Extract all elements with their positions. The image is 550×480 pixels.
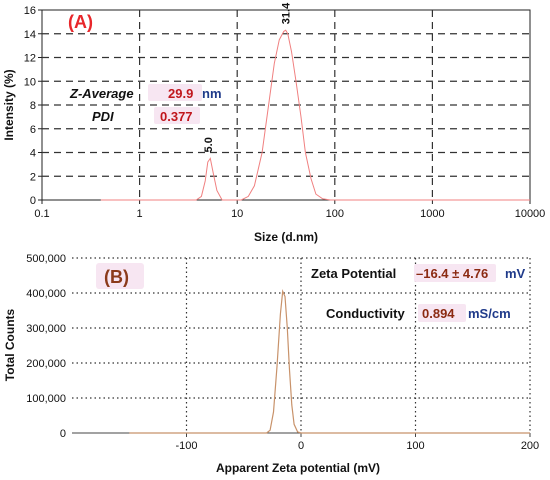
panel-a-grid <box>42 10 530 200</box>
panel-b-label-highlight <box>96 263 144 289</box>
panel-b-y-tick-label: 500,000 <box>26 253 66 265</box>
panel-b-zeta-chart: -100 0 100 200 0 100,000 200,000 300,000 400,000… <box>3 253 539 475</box>
panel-b-y-tick-label: 200,000 <box>26 358 66 370</box>
panel-a-ticks: 0.1 1 10 100 1000 10000 0 2 4 6 8 10 12 14 16 <box>24 5 546 220</box>
panel-a-x-tick-label: 100 <box>326 208 344 220</box>
panel-b-label: (B) <box>104 267 129 287</box>
panel-b-x-tick-label: 100 <box>406 440 424 452</box>
panel-b-y-tick-label: 0 <box>60 428 66 440</box>
z-average-unit: nm <box>202 86 222 101</box>
panel-a-x-tick-label: 10 <box>231 208 243 220</box>
panel-b-y-tick-label: 100,000 <box>26 393 66 405</box>
panel-b-x-tick-label: 0 <box>298 440 304 452</box>
panel-a-series-line <box>100 29 530 201</box>
panel-a-y-tick-label: 6 <box>30 124 36 136</box>
panel-b-series-line <box>129 288 530 434</box>
zeta-potential-label: Zeta Potential <box>311 266 396 281</box>
z-average-highlight <box>148 84 202 101</box>
panel-a-y-tick-label: 16 <box>24 5 36 17</box>
panel-b-x-tick-label: -100 <box>175 440 197 452</box>
zeta-potential-value: –16.4 ± 4.76 <box>416 266 488 281</box>
pdi-highlight <box>154 107 200 124</box>
panel-a-y-tick-label: 8 <box>30 100 36 112</box>
panel-a-y-tick-label: 14 <box>24 29 36 41</box>
conductivity-label: Conductivity <box>326 306 405 321</box>
panel-a-x-tick-label: 10000 <box>515 208 546 220</box>
conductivity-value-highlight <box>418 304 466 322</box>
conductivity-value: 0.894 <box>422 306 455 321</box>
panel-b-y-axis-label: Total Counts <box>3 308 17 381</box>
panel-a-y-tick-label: 10 <box>24 76 36 88</box>
panel-a-peak-label: 5.0 <box>203 137 215 152</box>
zeta-value-highlight <box>414 264 496 282</box>
panel-b-ticks: -100 0 100 200 0 100,000 200,000 300,000 400,000… <box>26 253 539 452</box>
conductivity-unit: mS/cm <box>468 306 511 321</box>
panel-a-label: (A) <box>68 12 93 32</box>
panel-a-y-tick-label: 4 <box>30 148 36 160</box>
panel-a-x-tick-label: 1 <box>137 208 143 220</box>
panel-b-x-axis-label: Apparent Zeta potential (mV) <box>216 461 380 475</box>
panel-a-y-tick-label: 0 <box>30 195 36 207</box>
panel-a-peak-labels: 5.0 31.4 <box>203 2 293 153</box>
panel-a-peak-label: 31.4 <box>281 2 293 24</box>
z-average-label: Z-Average <box>69 86 134 101</box>
panel-a-x-tick-label: 0.1 <box>34 208 49 220</box>
z-average-value: 29.9 <box>168 86 193 101</box>
pdi-value: 0.377 <box>160 109 193 124</box>
pdi-label: PDI <box>92 109 114 124</box>
panel-a-y-tick-label: 2 <box>30 171 36 183</box>
panel-b-y-tick-label: 300,000 <box>26 323 66 335</box>
zeta-potential-unit: mV <box>505 266 526 281</box>
panel-a-x-tick-label: 1000 <box>420 208 444 220</box>
panel-b-y-tick-label: 400,000 <box>26 288 66 300</box>
panel-a-x-axis-label: Size (d.nm) <box>254 230 318 244</box>
panel-a-y-axis-label: Intensity (%) <box>2 69 16 140</box>
panel-a-y-tick-label: 12 <box>24 53 36 65</box>
panel-b-x-tick-label: 200 <box>521 440 539 452</box>
